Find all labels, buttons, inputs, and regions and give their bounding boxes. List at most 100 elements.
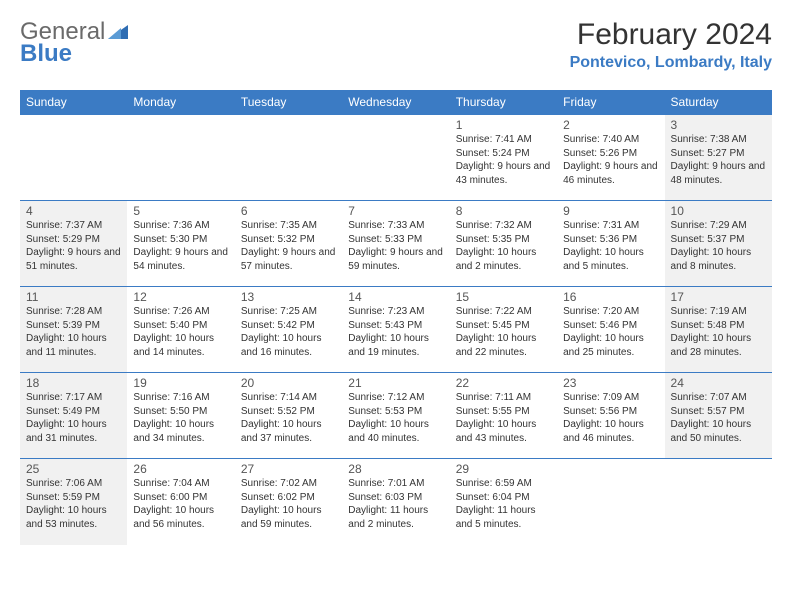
dayheader-wednesday: Wednesday <box>342 90 449 115</box>
day-cell-17: 17Sunrise: 7:19 AMSunset: 5:48 PMDayligh… <box>665 287 772 373</box>
day-number: 12 <box>133 290 228 304</box>
dayheader-monday: Monday <box>127 90 234 115</box>
day-info: Sunrise: 7:11 AMSunset: 5:55 PMDaylight:… <box>456 391 551 445</box>
day-number: 3 <box>671 118 766 132</box>
day-cell-10: 10Sunrise: 7:29 AMSunset: 5:37 PMDayligh… <box>665 201 772 287</box>
day-cell-14: 14Sunrise: 7:23 AMSunset: 5:43 PMDayligh… <box>342 287 449 373</box>
empty-cell <box>127 115 234 201</box>
day-number: 2 <box>563 118 658 132</box>
empty-cell <box>235 115 342 201</box>
day-info: Sunrise: 7:41 AMSunset: 5:24 PMDaylight:… <box>456 133 551 187</box>
day-info: Sunrise: 7:38 AMSunset: 5:27 PMDaylight:… <box>671 133 766 187</box>
day-info: Sunrise: 7:31 AMSunset: 5:36 PMDaylight:… <box>563 219 658 273</box>
calendar-header-row: SundayMondayTuesdayWednesdayThursdayFrid… <box>20 90 772 115</box>
day-number: 14 <box>348 290 443 304</box>
day-number: 11 <box>26 290 121 304</box>
day-number: 29 <box>456 462 551 476</box>
day-cell-21: 21Sunrise: 7:12 AMSunset: 5:53 PMDayligh… <box>342 373 449 459</box>
day-info: Sunrise: 7:40 AMSunset: 5:26 PMDaylight:… <box>563 133 658 187</box>
day-cell-8: 8Sunrise: 7:32 AMSunset: 5:35 PMDaylight… <box>450 201 557 287</box>
day-info: Sunrise: 7:04 AMSunset: 6:00 PMDaylight:… <box>133 477 228 531</box>
empty-cell <box>665 459 772 545</box>
day-number: 17 <box>671 290 766 304</box>
day-number: 21 <box>348 376 443 390</box>
day-cell-24: 24Sunrise: 7:07 AMSunset: 5:57 PMDayligh… <box>665 373 772 459</box>
day-number: 20 <box>241 376 336 390</box>
day-info: Sunrise: 7:25 AMSunset: 5:42 PMDaylight:… <box>241 305 336 359</box>
day-info: Sunrise: 7:29 AMSunset: 5:37 PMDaylight:… <box>671 219 766 273</box>
day-cell-5: 5Sunrise: 7:36 AMSunset: 5:30 PMDaylight… <box>127 201 234 287</box>
day-info: Sunrise: 7:14 AMSunset: 5:52 PMDaylight:… <box>241 391 336 445</box>
day-cell-6: 6Sunrise: 7:35 AMSunset: 5:32 PMDaylight… <box>235 201 342 287</box>
day-cell-12: 12Sunrise: 7:26 AMSunset: 5:40 PMDayligh… <box>127 287 234 373</box>
day-cell-3: 3Sunrise: 7:38 AMSunset: 5:27 PMDaylight… <box>665 115 772 201</box>
dayheader-saturday: Saturday <box>665 90 772 115</box>
dayheader-friday: Friday <box>557 90 664 115</box>
day-cell-20: 20Sunrise: 7:14 AMSunset: 5:52 PMDayligh… <box>235 373 342 459</box>
day-number: 25 <box>26 462 121 476</box>
day-cell-19: 19Sunrise: 7:16 AMSunset: 5:50 PMDayligh… <box>127 373 234 459</box>
day-number: 4 <box>26 204 121 218</box>
day-cell-26: 26Sunrise: 7:04 AMSunset: 6:00 PMDayligh… <box>127 459 234 545</box>
day-info: Sunrise: 7:36 AMSunset: 5:30 PMDaylight:… <box>133 219 228 273</box>
day-cell-27: 27Sunrise: 7:02 AMSunset: 6:02 PMDayligh… <box>235 459 342 545</box>
week-row: 4Sunrise: 7:37 AMSunset: 5:29 PMDaylight… <box>20 201 772 287</box>
day-number: 13 <box>241 290 336 304</box>
day-info: Sunrise: 7:17 AMSunset: 5:49 PMDaylight:… <box>26 391 121 445</box>
day-info: Sunrise: 7:12 AMSunset: 5:53 PMDaylight:… <box>348 391 443 445</box>
day-info: Sunrise: 7:32 AMSunset: 5:35 PMDaylight:… <box>456 219 551 273</box>
day-number: 27 <box>241 462 336 476</box>
day-info: Sunrise: 7:01 AMSunset: 6:03 PMDaylight:… <box>348 477 443 531</box>
day-info: Sunrise: 7:23 AMSunset: 5:43 PMDaylight:… <box>348 305 443 359</box>
calendar-body: 1Sunrise: 7:41 AMSunset: 5:24 PMDaylight… <box>20 115 772 545</box>
day-cell-18: 18Sunrise: 7:17 AMSunset: 5:49 PMDayligh… <box>20 373 127 459</box>
day-info: Sunrise: 7:33 AMSunset: 5:33 PMDaylight:… <box>348 219 443 273</box>
day-info: Sunrise: 6:59 AMSunset: 6:04 PMDaylight:… <box>456 477 551 531</box>
day-number: 28 <box>348 462 443 476</box>
day-info: Sunrise: 7:22 AMSunset: 5:45 PMDaylight:… <box>456 305 551 359</box>
location: Pontevico, Lombardy, Italy <box>570 54 772 72</box>
day-number: 15 <box>456 290 551 304</box>
day-info: Sunrise: 7:06 AMSunset: 5:59 PMDaylight:… <box>26 477 121 531</box>
day-cell-16: 16Sunrise: 7:20 AMSunset: 5:46 PMDayligh… <box>557 287 664 373</box>
day-cell-9: 9Sunrise: 7:31 AMSunset: 5:36 PMDaylight… <box>557 201 664 287</box>
day-number: 5 <box>133 204 228 218</box>
logo: GeneralBlue <box>20 18 129 68</box>
day-number: 10 <box>671 204 766 218</box>
week-row: 18Sunrise: 7:17 AMSunset: 5:49 PMDayligh… <box>20 373 772 459</box>
day-cell-11: 11Sunrise: 7:28 AMSunset: 5:39 PMDayligh… <box>20 287 127 373</box>
day-number: 22 <box>456 376 551 390</box>
day-cell-4: 4Sunrise: 7:37 AMSunset: 5:29 PMDaylight… <box>20 201 127 287</box>
day-cell-23: 23Sunrise: 7:09 AMSunset: 5:56 PMDayligh… <box>557 373 664 459</box>
day-number: 23 <box>563 376 658 390</box>
logo-inner: GeneralBlue <box>20 18 129 68</box>
title-area: February 2024 Pontevico, Lombardy, Italy <box>570 18 772 72</box>
dayheader-thursday: Thursday <box>450 90 557 115</box>
day-cell-29: 29Sunrise: 6:59 AMSunset: 6:04 PMDayligh… <box>450 459 557 545</box>
day-number: 16 <box>563 290 658 304</box>
month-title: February 2024 <box>570 18 772 52</box>
day-number: 19 <box>133 376 228 390</box>
day-number: 1 <box>456 118 551 132</box>
day-cell-13: 13Sunrise: 7:25 AMSunset: 5:42 PMDayligh… <box>235 287 342 373</box>
header: GeneralBlue February 2024 Pontevico, Lom… <box>20 18 772 72</box>
day-info: Sunrise: 7:02 AMSunset: 6:02 PMDaylight:… <box>241 477 336 531</box>
day-info: Sunrise: 7:28 AMSunset: 5:39 PMDaylight:… <box>26 305 121 359</box>
calendar-page: GeneralBlue February 2024 Pontevico, Lom… <box>0 0 792 555</box>
week-row: 1Sunrise: 7:41 AMSunset: 5:24 PMDaylight… <box>20 115 772 201</box>
day-info: Sunrise: 7:20 AMSunset: 5:46 PMDaylight:… <box>563 305 658 359</box>
calendar-table: SundayMondayTuesdayWednesdayThursdayFrid… <box>20 90 772 545</box>
day-cell-25: 25Sunrise: 7:06 AMSunset: 5:59 PMDayligh… <box>20 459 127 545</box>
dayheader-sunday: Sunday <box>20 90 127 115</box>
day-cell-28: 28Sunrise: 7:01 AMSunset: 6:03 PMDayligh… <box>342 459 449 545</box>
day-info: Sunrise: 7:16 AMSunset: 5:50 PMDaylight:… <box>133 391 228 445</box>
day-cell-15: 15Sunrise: 7:22 AMSunset: 5:45 PMDayligh… <box>450 287 557 373</box>
day-cell-22: 22Sunrise: 7:11 AMSunset: 5:55 PMDayligh… <box>450 373 557 459</box>
day-number: 6 <box>241 204 336 218</box>
day-info: Sunrise: 7:09 AMSunset: 5:56 PMDaylight:… <box>563 391 658 445</box>
day-number: 9 <box>563 204 658 218</box>
day-info: Sunrise: 7:07 AMSunset: 5:57 PMDaylight:… <box>671 391 766 445</box>
week-row: 11Sunrise: 7:28 AMSunset: 5:39 PMDayligh… <box>20 287 772 373</box>
day-number: 24 <box>671 376 766 390</box>
day-info: Sunrise: 7:26 AMSunset: 5:40 PMDaylight:… <box>133 305 228 359</box>
